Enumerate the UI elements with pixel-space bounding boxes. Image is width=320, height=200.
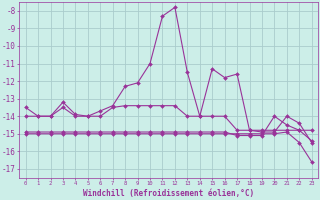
X-axis label: Windchill (Refroidissement éolien,°C): Windchill (Refroidissement éolien,°C) — [83, 189, 254, 198]
